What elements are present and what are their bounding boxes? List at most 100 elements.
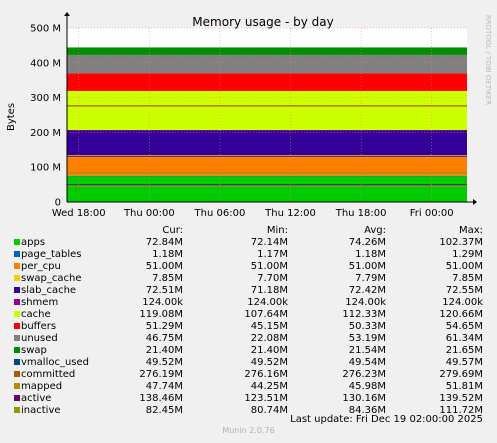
legend-name: slab_cache [21,285,77,296]
x-tick-label: Wed 18:00 [52,208,106,219]
legend-swatch [14,323,20,329]
legend-min: 45.15M [250,321,288,332]
legend-avg: 74.26M [348,237,386,248]
legend-min: 51.00M [250,261,288,272]
legend-avg: 84.36M [348,405,386,416]
y-tick-label: 200 M [30,128,61,139]
x-tick-label: Fri 00:00 [410,208,454,219]
legend-swatch [14,335,20,341]
legend-min: 21.40M [250,345,288,356]
legend-cur: 72.84M [145,237,183,248]
legend-swatch [14,239,20,245]
legend-row-swap-cache: swap_cache 7.85M 7.70M 7.79M 7.85M [0,273,497,285]
rrdtool-side-label: RRDTOOL / TOBI OETIKER [484,15,492,105]
legend-max: 102.37M [439,237,483,248]
legend-swatch [14,383,20,389]
legend-avg: 124.00k [345,297,386,308]
area-buffers [67,73,467,91]
legend-swatch [14,251,20,257]
last-update-text: Last update: Fri Dec 19 02:00:00 2025 [290,414,483,425]
legend-avg: 53.19M [348,333,386,344]
legend-header-min: Min: [266,225,288,236]
legend-avg: 51.00M [348,261,386,272]
legend-avg: 21.54M [348,345,386,356]
legend-swatch [14,359,20,365]
legend-cur: 119.08M [139,309,183,320]
legend-min: 80.74M [250,405,288,416]
area-per-cpu [67,157,467,176]
legend-cur: 124.00k [142,297,183,308]
y-tick-label: 500 M [30,24,61,35]
legend-avg: 72.42M [348,285,386,296]
legend-cur: 49.52M [145,357,183,368]
legend-name: active [21,393,52,404]
x-tick-label: Thu 12:00 [264,208,316,219]
legend-row-active: active 138.46M 123.51M 130.16M 139.52M [0,393,497,405]
y-tick-label: 300 M [30,93,61,104]
legend-swatch [14,311,20,317]
legend-max: 279.69M [439,369,483,380]
y-axis-arrow [64,12,70,16]
area-unused [67,54,467,74]
legend-name: committed [21,369,76,380]
legend-avg: 7.79M [355,273,386,284]
legend-avg: 112.33M [342,309,386,320]
area-swap [67,47,467,55]
legend-min: 1.17M [257,249,288,260]
chart-title: Memory usage - by day [192,15,333,29]
legend-row-page-tables: page_tables 1.18M 1.17M 1.18M 1.29M [0,249,497,261]
legend-cur: 82.45M [145,405,183,416]
legend-avg: 1.18M [355,249,386,260]
legend-cur: 276.19M [139,369,183,380]
legend-min: 276.16M [244,369,288,380]
legend-row-buffers: buffers 51.29M 45.15M 50.33M 54.65M [0,321,497,333]
legend-name: vmalloc_used [21,357,90,368]
legend-swatch [14,407,20,413]
legend-max: 120.66M [439,309,483,320]
legend-max: 7.85M [452,273,483,284]
y-axis-label: Bytes [6,103,17,131]
area-slab-cache [67,130,467,156]
legend-cur: 1.18M [152,249,183,260]
legend-avg: 50.33M [348,321,386,332]
legend-max: 139.52M [439,393,483,404]
y-tick-label: 400 M [30,58,61,69]
legend-cur: 138.46M [139,393,183,404]
munin-version: Munin 2.0.76 [222,426,275,435]
x-tick-label: Thu 06:00 [194,208,246,219]
legend-swatch [14,287,20,293]
legend-swatch [14,263,20,269]
legend-row-inactive: inactive 82.45M 80.74M 84.36M 111.72M [0,405,497,417]
legend-cur: 7.85M [152,273,183,284]
legend-name: unused [21,333,58,344]
area-apps [67,176,467,202]
legend-name: swap_cache [21,273,82,284]
legend-row-vmalloc-used: vmalloc_used 49.52M 49.52M 49.54M 49.57M [0,357,497,369]
legend-min: 107.64M [244,309,288,320]
legend-avg: 49.54M [348,357,386,368]
legend-name: page_tables [21,249,82,260]
legend-max: 61.34M [445,333,483,344]
legend-min: 71.18M [250,285,288,296]
legend-max: 51.00M [445,261,483,272]
legend-max: 1.29M [452,249,483,260]
area-page-tables [67,175,467,177]
legend-cur: 72.51M [145,285,183,296]
legend-swatch [14,299,20,305]
legend-swatch [14,371,20,377]
legend-row-apps: apps 72.84M 72.14M 74.26M 102.37M [0,237,497,249]
legend-row-unused: unused 46.75M 22.08M 53.19M 61.34M [0,333,497,345]
legend-row-per-cpu: per_cpu 51.00M 51.00M 51.00M 51.00M [0,261,497,273]
legend-name: per_cpu [21,261,61,272]
x-tick-label: Thu 00:00 [123,208,175,219]
legend-name: apps [21,237,46,248]
legend-row-shmem: shmem 124.00k 124.00k 124.00k 124.00k [0,297,497,309]
legend-min: 72.14M [250,237,288,248]
legend-header-avg: Avg: [364,225,386,236]
legend-swatch [14,275,20,281]
legend-row-mapped: mapped 47.74M 44.25M 45.98M 51.81M [0,381,497,393]
legend-min: 49.52M [250,357,288,368]
legend-name: cache [21,309,51,320]
chart-axes: 0 100 M 200 M 300 M 400 M 500 M Wed 18:00 Thu 0… [30,12,477,219]
legend-cur: 47.74M [145,381,183,392]
